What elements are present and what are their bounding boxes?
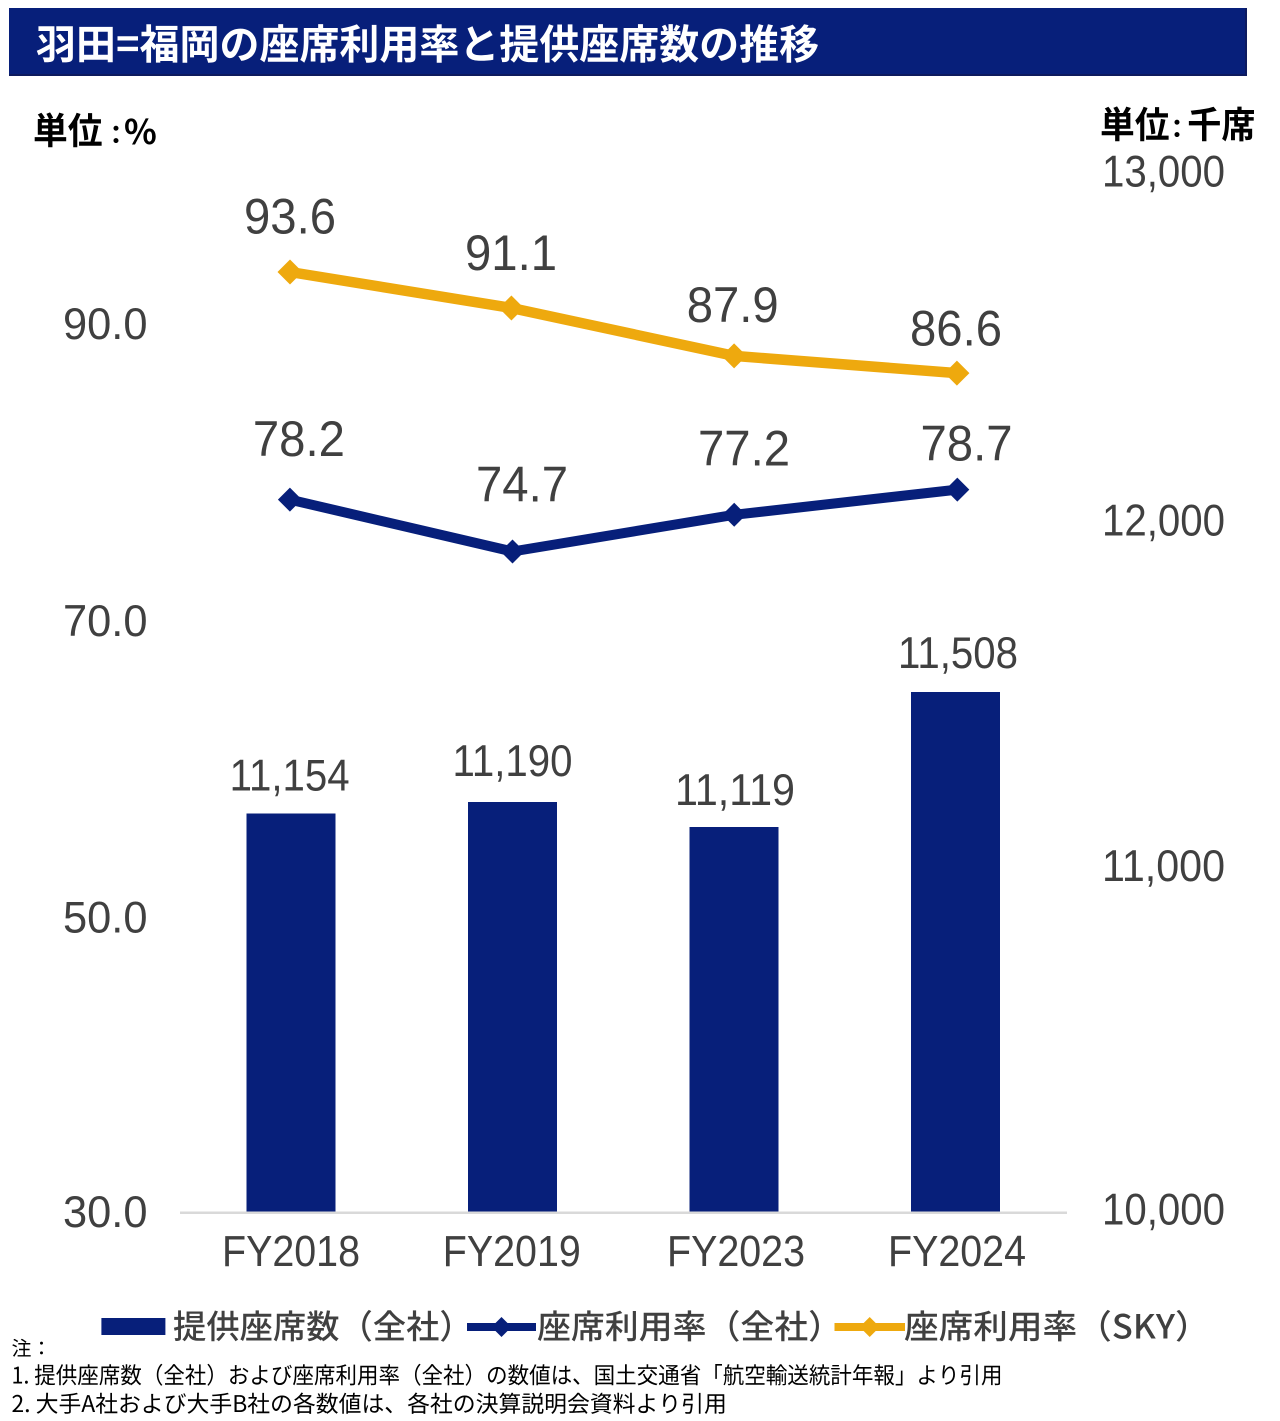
svg-text:FY2019: FY2019 bbox=[443, 1227, 581, 1276]
svg-text:50.0: 50.0 bbox=[63, 894, 148, 943]
svg-text:FY2018: FY2018 bbox=[222, 1227, 360, 1276]
svg-text:12,000: 12,000 bbox=[1102, 497, 1225, 546]
svg-text:93.6: 93.6 bbox=[244, 189, 336, 245]
svg-text:FY2023: FY2023 bbox=[667, 1227, 805, 1276]
svg-text:87.9: 87.9 bbox=[687, 277, 779, 333]
svg-text:11,508: 11,508 bbox=[898, 629, 1018, 678]
svg-text:78.7: 78.7 bbox=[921, 416, 1013, 472]
svg-text:11,119: 11,119 bbox=[675, 766, 795, 815]
svg-text:90.0: 90.0 bbox=[63, 300, 148, 349]
svg-text:30.0: 30.0 bbox=[63, 1188, 148, 1237]
svg-text:11,190: 11,190 bbox=[453, 737, 573, 786]
svg-text:10,000: 10,000 bbox=[1102, 1186, 1225, 1235]
svg-text:91.1: 91.1 bbox=[465, 225, 557, 281]
svg-text:13,000: 13,000 bbox=[1102, 148, 1225, 197]
svg-text:86.6: 86.6 bbox=[910, 301, 1002, 357]
svg-text:74.7: 74.7 bbox=[476, 457, 568, 513]
svg-text:77.2: 77.2 bbox=[698, 421, 790, 477]
svg-text:70.0: 70.0 bbox=[63, 597, 148, 646]
svg-text:11,000: 11,000 bbox=[1102, 842, 1225, 891]
svg-text:FY2024: FY2024 bbox=[888, 1227, 1026, 1276]
svg-text:78.2: 78.2 bbox=[253, 411, 345, 467]
svg-text:11,154: 11,154 bbox=[230, 752, 350, 801]
